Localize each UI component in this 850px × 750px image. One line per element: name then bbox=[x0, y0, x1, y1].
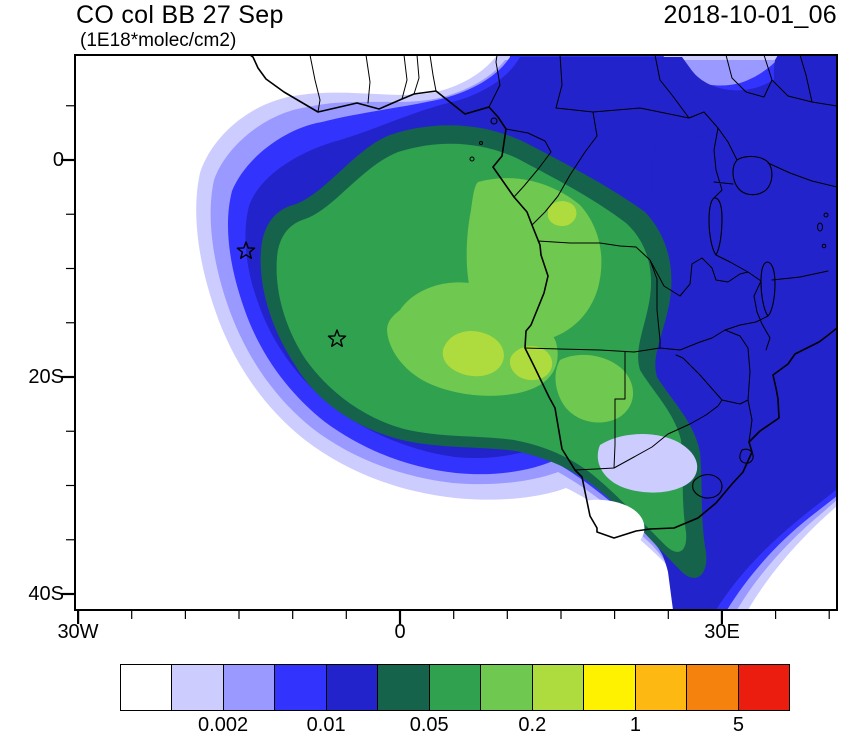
contour-region-level-8c bbox=[548, 201, 577, 227]
colorbar-cell-3 bbox=[275, 664, 327, 711]
zanzibar-island bbox=[817, 222, 823, 232]
colorbar bbox=[120, 664, 791, 711]
x-axis-label-0: 0 bbox=[394, 621, 406, 643]
lake-tanganyika bbox=[708, 197, 723, 256]
y-axis-label-40s: 40S bbox=[28, 583, 64, 605]
colorbar-cell-2 bbox=[223, 664, 276, 711]
africa-coastline bbox=[249, 55, 837, 539]
colorbar-labels: 0.002 0.01 0.05 0.2 1 5 bbox=[120, 714, 790, 740]
colorbar-label-1: 1 bbox=[629, 714, 641, 736]
colorbar-cell-8 bbox=[532, 664, 585, 711]
colorbar-cell-12 bbox=[738, 664, 791, 711]
contour-gap-karoo bbox=[555, 499, 645, 555]
colorbar-cell-10 bbox=[635, 664, 688, 711]
colorbar-label-02: 0.2 bbox=[518, 714, 547, 736]
lake-malawi bbox=[760, 261, 776, 317]
axis-ticks bbox=[61, 105, 830, 624]
colorbar-label-001: 0.01 bbox=[306, 714, 346, 736]
country-borders bbox=[309, 55, 837, 471]
lesotho-border bbox=[692, 474, 723, 499]
principe-island bbox=[479, 141, 483, 145]
colorbar-cell-1 bbox=[172, 664, 224, 711]
x-axis-label-30e: 30E bbox=[704, 621, 740, 643]
bioko-island bbox=[490, 117, 498, 125]
colorbar-cell-6 bbox=[429, 664, 482, 711]
eswatini-border bbox=[739, 448, 754, 464]
geography bbox=[249, 55, 837, 539]
colorbar-cell-0 bbox=[120, 664, 173, 711]
colorbar-cell-11 bbox=[687, 664, 739, 711]
colorbar-cell-9 bbox=[584, 664, 636, 711]
contour-region-level-8a bbox=[442, 330, 504, 377]
colorbar-label-005: 0.05 bbox=[409, 714, 449, 736]
pemba-island bbox=[823, 212, 829, 218]
lake-victoria bbox=[732, 155, 773, 196]
plot-units-label: (1E18*molec/cm2) bbox=[80, 30, 237, 51]
contour-lobe-tanzania bbox=[652, 136, 789, 256]
y-axis-label-20s: 20S bbox=[28, 366, 64, 388]
contour-gap-botswana bbox=[597, 434, 698, 493]
map-plot bbox=[61, 54, 838, 624]
contour-fills bbox=[196, 55, 837, 610]
colorbar-cell-4 bbox=[326, 664, 379, 711]
contour-region-level-7c bbox=[555, 354, 634, 423]
contour-region-level-8b bbox=[509, 346, 553, 381]
y-axis-label-0: 0 bbox=[52, 149, 64, 171]
fire-markers bbox=[236, 241, 347, 347]
colorbar-label-0002: 0.002 bbox=[198, 714, 249, 736]
sao-tome-island bbox=[469, 156, 475, 162]
x-axis-label-30w: 30W bbox=[57, 621, 99, 643]
plot-date: 2018-10-01_06 bbox=[663, 1, 837, 29]
star-marker-2 bbox=[327, 329, 347, 347]
star-marker-1 bbox=[236, 241, 256, 259]
contour-lobe-top-right bbox=[773, 55, 837, 158]
colorbar-label-5: 5 bbox=[732, 714, 745, 736]
colorbar-cell-5 bbox=[378, 664, 430, 711]
plot-title: CO col BB 27 Sep bbox=[76, 1, 284, 29]
plot-frame bbox=[74, 54, 838, 611]
mafia-island bbox=[821, 243, 827, 249]
colorbar-cell-7 bbox=[481, 664, 533, 711]
